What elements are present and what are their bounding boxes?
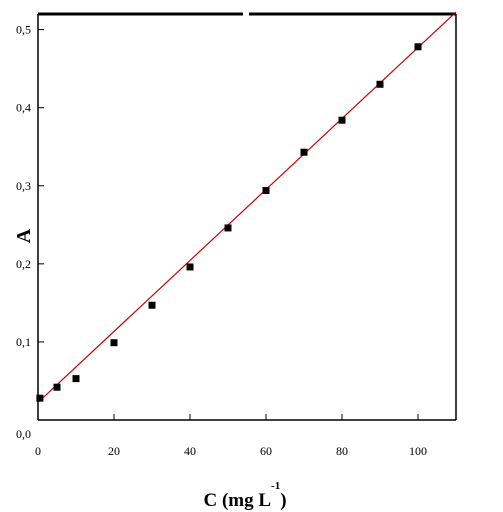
x-axis-title-close: ) (280, 490, 286, 511)
data-point (186, 263, 194, 271)
data-point (414, 43, 422, 51)
y-tick-label: 0,4 (16, 101, 31, 115)
axis-titles: A C (mg L-1) (13, 228, 287, 511)
x-axis-title-superscript: -1 (271, 480, 280, 492)
data-point (53, 383, 61, 391)
ticks: 0 20 40 60 80 100 0,0 0,1 0,2 0,3 0,4 0,5 (16, 23, 427, 458)
data-point (338, 116, 346, 124)
y-tick-label: 0,0 (16, 427, 31, 441)
data-point (148, 301, 156, 309)
y-axis-title: A (13, 228, 35, 243)
data-point (224, 224, 232, 232)
data-point (110, 339, 118, 347)
data-point (36, 394, 44, 402)
x-tick-label: 20 (108, 444, 120, 458)
plot-frame (37, 12, 457, 421)
y-tick-label: 0,3 (16, 179, 31, 193)
data-point (376, 80, 384, 88)
fit-line-path (37, 11, 457, 403)
data-point (300, 148, 308, 156)
x-axis-title-main: C (mg L (203, 490, 271, 511)
x-axis-title: C (mg L-1) (203, 480, 286, 511)
data-point (72, 375, 80, 383)
x-tick-label: 80 (336, 444, 348, 458)
y-tick-label: 0,1 (16, 335, 31, 349)
x-tick-label: 60 (260, 444, 272, 458)
y-tick-label: 0,2 (16, 257, 31, 271)
fit-line (37, 11, 457, 403)
x-tick-label: 40 (184, 444, 196, 458)
data-point (262, 186, 270, 194)
data-points (36, 43, 422, 402)
x-tick-label: 0 (35, 444, 41, 458)
y-tick-label: 0,5 (16, 23, 31, 37)
x-tick-label: 100 (409, 444, 427, 458)
